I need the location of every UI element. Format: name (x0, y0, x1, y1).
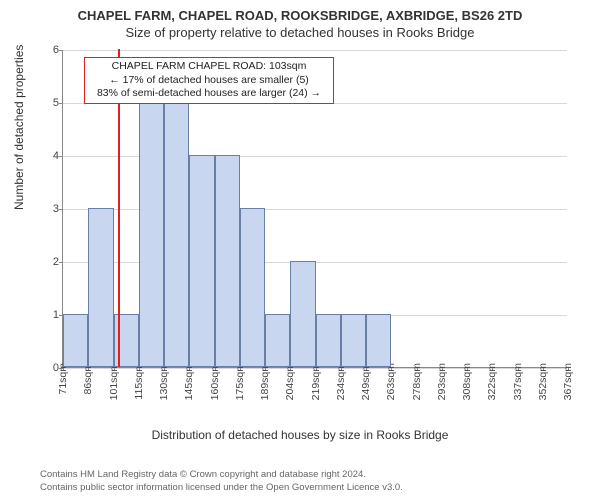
y-tick-label: 0 (39, 362, 59, 374)
histogram-bar (265, 314, 290, 367)
infobox-line-2: ← 17% of detached houses are smaller (5) (91, 74, 327, 88)
x-tick-label: 219sqm (310, 363, 322, 400)
x-tick-label: 249sqm (360, 363, 372, 400)
x-tick-label: 145sqm (183, 363, 195, 400)
histogram-bar (316, 314, 341, 367)
histogram-bar (189, 155, 214, 367)
y-tick-mark (59, 262, 63, 263)
infobox-line-1: CHAPEL FARM CHAPEL ROAD: 103sqm (91, 60, 327, 74)
histogram-bar (88, 208, 113, 367)
x-tick-label: 278sqm (411, 363, 423, 400)
histogram-bar (366, 314, 391, 367)
histogram-bar (290, 261, 315, 367)
x-tick-label: 293sqm (436, 363, 448, 400)
x-tick-label: 86sqm (82, 363, 94, 395)
title-line-1: CHAPEL FARM, CHAPEL ROAD, ROOKSBRIDGE, A… (0, 0, 600, 23)
x-tick-label: 367sqm (562, 363, 574, 400)
x-tick-label: 189sqm (259, 363, 271, 400)
histogram-bar (341, 314, 366, 367)
y-tick-label: 3 (39, 203, 59, 215)
footer-line-1: Contains HM Land Registry data © Crown c… (40, 469, 590, 481)
x-tick-label: 160sqm (209, 363, 221, 400)
y-tick-label: 1 (39, 309, 59, 321)
histogram-bar (240, 208, 265, 367)
footer-line-2: Contains public sector information licen… (40, 482, 590, 494)
y-tick-mark (59, 50, 63, 51)
title-line-2: Size of property relative to detached ho… (0, 23, 600, 40)
infobox-line-3: 83% of semi-detached houses are larger (… (91, 87, 327, 101)
y-tick-label: 4 (39, 150, 59, 162)
y-tick-label: 5 (39, 97, 59, 109)
property-info-box: CHAPEL FARM CHAPEL ROAD: 103sqm ← 17% of… (84, 57, 334, 104)
y-axis-label: Number of detached properties (12, 45, 26, 210)
x-tick-label: 322sqm (486, 363, 498, 400)
y-tick-label: 6 (39, 44, 59, 56)
x-tick-label: 130sqm (158, 363, 170, 400)
histogram-bar (139, 102, 164, 367)
x-tick-label: 175sqm (234, 363, 246, 400)
y-tick-mark (59, 156, 63, 157)
x-tick-label: 337sqm (512, 363, 524, 400)
x-tick-label: 115sqm (133, 363, 145, 400)
gridline (63, 50, 567, 51)
x-tick-label: 308sqm (461, 363, 473, 400)
histogram-bar (215, 155, 240, 367)
x-tick-label: 71sqm (57, 363, 69, 395)
x-tick-label: 352sqm (537, 363, 549, 400)
footer-attribution: Contains HM Land Registry data © Crown c… (40, 469, 590, 494)
histogram-bar (164, 102, 189, 367)
x-tick-label: 101sqm (108, 363, 120, 400)
y-tick-label: 2 (39, 256, 59, 268)
x-tick-label: 204sqm (284, 363, 296, 400)
y-tick-mark (59, 209, 63, 210)
x-axis-label: Distribution of detached houses by size … (0, 428, 600, 442)
x-tick-label: 263sqm (385, 363, 397, 400)
histogram-bar (63, 314, 88, 367)
y-tick-mark (59, 103, 63, 104)
x-tick-label: 234sqm (335, 363, 347, 400)
